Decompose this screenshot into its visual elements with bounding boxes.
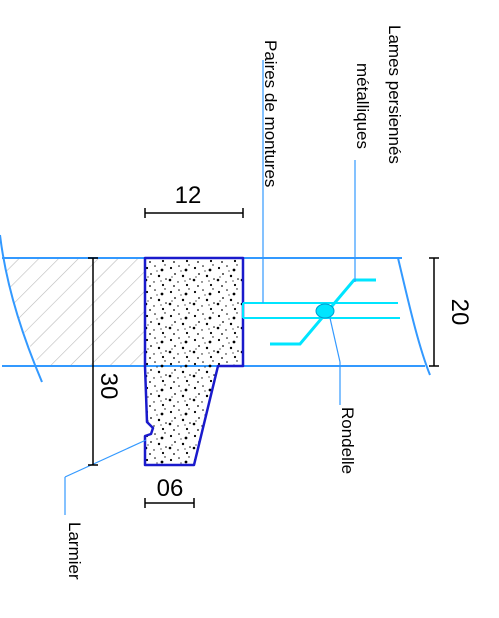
dim-left-text: 30 — [95, 373, 122, 400]
wall-right-curve — [397, 257, 431, 376]
label-larmier: Larmier — [65, 522, 84, 580]
dim-top-text: 12 — [175, 182, 202, 209]
dim-bottom-text: 06 — [157, 475, 184, 502]
dim-right-text: 20 — [446, 299, 473, 326]
label-lames-line1: Lames persiennés — [385, 25, 404, 164]
stone-sill — [143, 256, 245, 467]
label-rondelle: Rondelle — [338, 407, 357, 474]
leader-lines — [64, 60, 356, 515]
label-lames-line2: métalliques — [353, 63, 372, 149]
label-paires-de-montures: Paires de montures — [261, 40, 280, 187]
washer — [315, 303, 335, 319]
dimension-lines — [88, 208, 439, 508]
